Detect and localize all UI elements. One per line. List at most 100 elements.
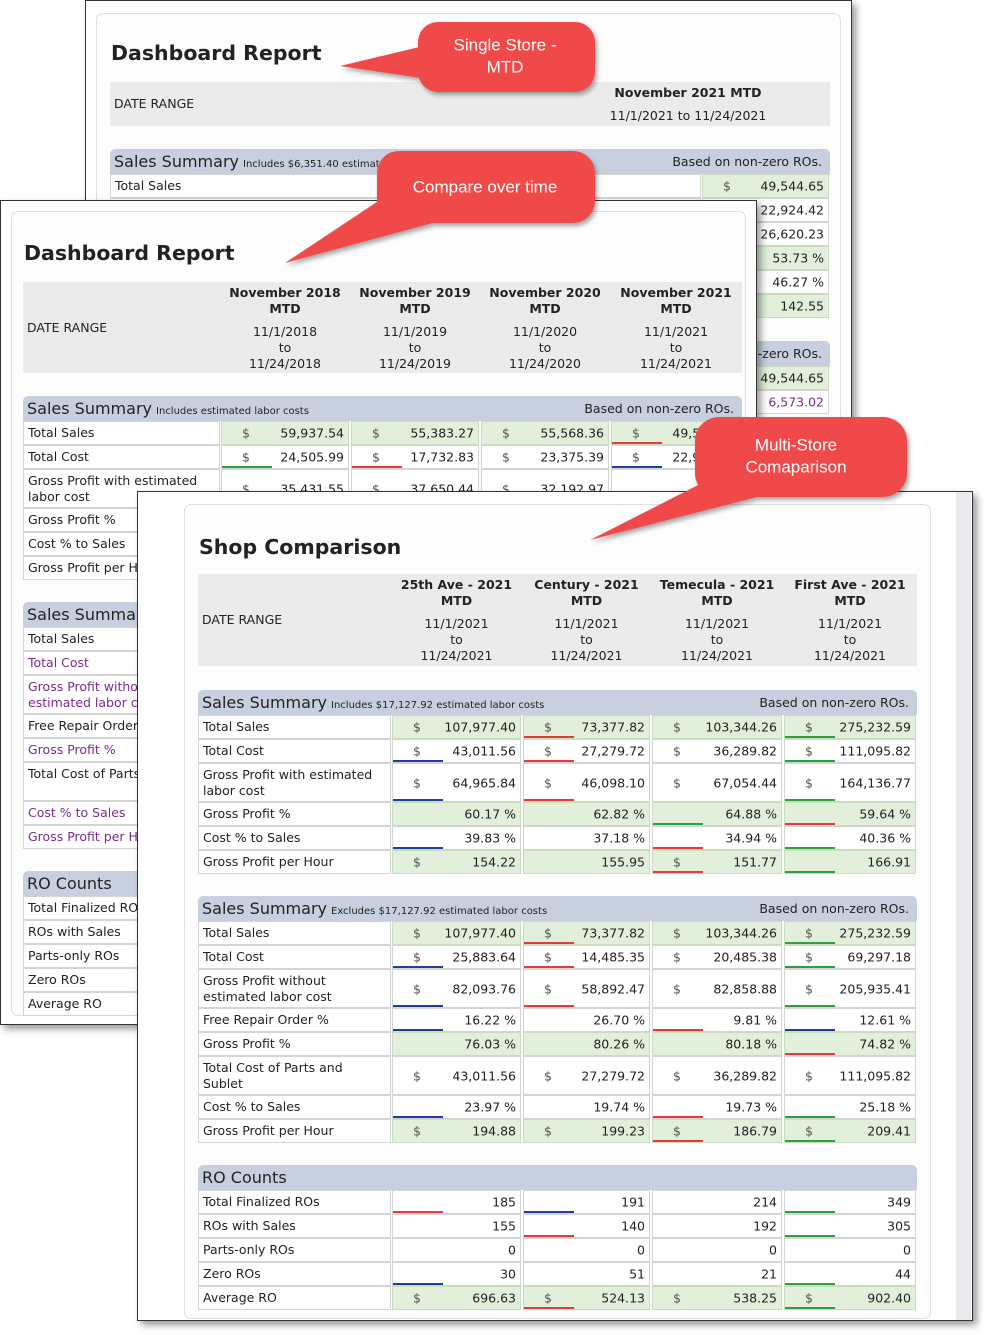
column-name: November 2019: [359, 285, 471, 300]
cell-value: 140: [621, 1218, 645, 1234]
cell-value: 14,485.35: [581, 949, 645, 965]
currency-sign: $: [805, 1123, 813, 1139]
column-name: MTD: [269, 301, 301, 316]
cell-value: 51: [629, 1266, 645, 1282]
cell-value: 21: [761, 1266, 777, 1282]
date-range-label: DATE RANGE: [27, 319, 108, 335]
value-cell: 51: [523, 1262, 650, 1286]
column-name: MTD: [570, 593, 603, 608]
column-range: 11/24/2018: [248, 356, 322, 371]
currency-sign: $: [413, 775, 421, 790]
cell-value: 0: [769, 1242, 777, 1258]
cell-value: 30: [500, 1266, 516, 1282]
row-label: Gross Profit %: [198, 802, 391, 826]
column-name: MTD: [660, 301, 692, 316]
column-range: to: [843, 632, 857, 647]
column-range: 11/1/2021: [684, 616, 750, 631]
currency-sign: $: [372, 449, 380, 465]
cell-value: 73,377.82: [581, 719, 645, 735]
cell-value: 64.88 %: [725, 806, 777, 822]
cell-value: 349: [887, 1194, 911, 1210]
column-range: 11/1/2021: [424, 616, 489, 631]
row-label: Gross Profit with estimated labor cost: [23, 469, 220, 508]
cell-value: 107,977.40: [444, 719, 516, 735]
cell-value: 76.03 %: [464, 1036, 516, 1052]
report-title: Dashboard Report: [24, 241, 235, 265]
trend-underline: [785, 1211, 835, 1213]
cell-value: 37.18 %: [593, 830, 645, 846]
value-cell: 34.94 %: [652, 826, 782, 850]
date-column: Temecula - 2021 MTD 11/1/2021 to 11/24/2021: [651, 574, 783, 664]
trend-underline: [393, 760, 443, 762]
value-cell: 0: [392, 1238, 521, 1262]
cell-value: 49,544.65: [760, 178, 824, 194]
cell-value: 151.77: [733, 854, 777, 870]
currency-sign: $: [805, 949, 813, 965]
cell-value: 186.79: [733, 1123, 777, 1139]
cell-value: 58,892.47: [581, 981, 645, 996]
cell-value: 275,232.59: [839, 925, 911, 941]
date-range-box: DATE RANGE November 2018 MTD 11/1/2018 to 11/…: [23, 282, 742, 373]
report-title: Dashboard Report: [111, 41, 322, 65]
column-range: to: [450, 632, 463, 647]
cell-value: 80.26 %: [593, 1036, 645, 1052]
value-cell: 25.18 %: [784, 1095, 916, 1119]
trend-underline: [524, 1005, 574, 1007]
column-range: 11/24/2021: [420, 648, 493, 663]
currency-sign: $: [413, 949, 421, 965]
trend-underline: [653, 823, 703, 825]
cell-value: 214: [753, 1194, 777, 1210]
value-cell: 12.61 %: [784, 1008, 916, 1032]
row-label: Total Cost: [23, 445, 220, 469]
cell-value: 166.91: [867, 854, 911, 870]
cell-value: 154.22: [472, 854, 516, 870]
currency-sign: $: [805, 743, 813, 759]
currency-sign: $: [673, 1290, 681, 1306]
currency-sign: $: [544, 1290, 552, 1306]
currency-sign: $: [413, 981, 421, 996]
cell-value: 36,289.82: [713, 743, 777, 759]
trend-underline: [393, 1005, 443, 1007]
cell-value: 62.82 %: [593, 806, 645, 822]
trend-underline: [393, 1283, 443, 1285]
trend-underline: [393, 1029, 443, 1031]
value-cell: $275,232.59: [784, 921, 916, 945]
cell-value: 209.41: [867, 1123, 911, 1139]
cell-value: 60.17 %: [464, 806, 516, 822]
trend-underline: [785, 799, 835, 801]
section-basis: Based on non-zero ROs.: [759, 901, 909, 916]
currency-sign: $: [544, 949, 552, 965]
value-cell: $49,544.65: [611, 421, 741, 445]
cell-value: 205,935.41: [839, 981, 911, 996]
cell-value: 25,883.64: [452, 949, 516, 965]
cell-value: 6,573.02: [768, 394, 824, 410]
trend-underline: [785, 1283, 835, 1285]
currency-sign: $: [673, 775, 681, 790]
date-range-label: DATE RANGE: [114, 96, 195, 111]
cell-value: 49,544.65: [760, 370, 824, 386]
trend-underline: [612, 442, 662, 444]
column-range: 11/24/2019: [378, 356, 452, 371]
cell-value: 46.27 %: [772, 274, 824, 290]
value-cell: 155: [392, 1214, 521, 1238]
section-note: Includes estimated labor costs: [156, 406, 309, 417]
value-cell: $20,485.38: [652, 945, 782, 969]
column-range: 11/1/2019: [382, 324, 448, 339]
date-column: November 2018 MTD 11/1/2018 to 11/24/2018: [220, 282, 350, 372]
currency-sign: $: [413, 719, 421, 735]
section-title: Sales Summary: [27, 605, 152, 624]
column-name: MTD: [834, 593, 866, 608]
cell-value: 20,485.38: [713, 949, 777, 965]
value-cell: 40.36 %: [784, 826, 916, 850]
cell-value: 26.70 %: [593, 1012, 645, 1028]
cell-value: 164,136.77: [839, 775, 911, 790]
value-cell: 64.88 %: [652, 802, 782, 826]
value-cell: 16.22 %: [392, 1008, 521, 1032]
section-header: Sales Summary Includes $6,351.40 estimate…: [110, 149, 830, 174]
value-cell: $82,858.88: [652, 969, 782, 1008]
trend-underline: [785, 1235, 835, 1237]
section-header: Sales Summary Excludes $17,127.92 estimat…: [198, 896, 917, 921]
cell-value: 44: [895, 1266, 911, 1282]
column-name: MTD: [440, 593, 473, 608]
section-note: Includes $6,351.40 estimated labor costs: [243, 159, 451, 170]
